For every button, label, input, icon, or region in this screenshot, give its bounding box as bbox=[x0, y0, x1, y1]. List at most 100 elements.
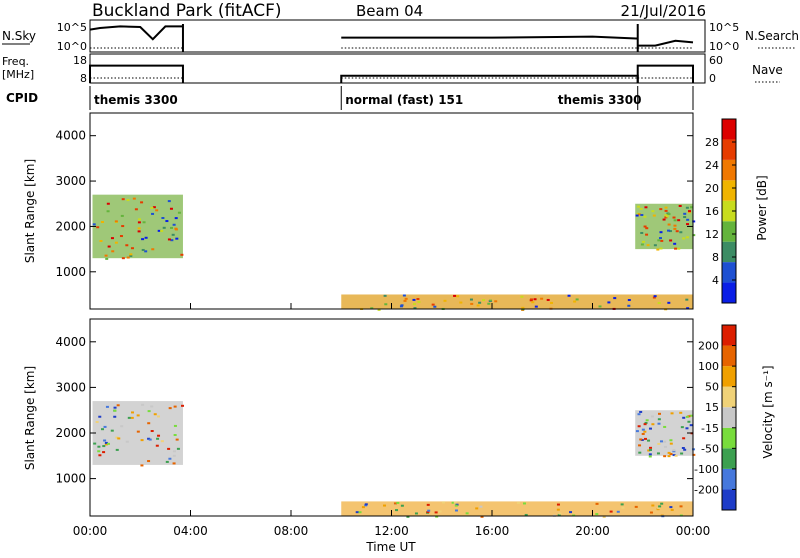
scatter-cell bbox=[674, 247, 678, 250]
scatter-cell bbox=[616, 510, 620, 513]
colorbar-swatch bbox=[722, 489, 736, 510]
scatter-cell bbox=[540, 297, 544, 300]
scatter-cell bbox=[117, 437, 121, 440]
scatter-cell bbox=[168, 457, 172, 460]
scatter-cell bbox=[689, 424, 693, 427]
noise-left-label: N.Sky bbox=[2, 29, 36, 43]
scatter-cell bbox=[494, 300, 498, 303]
scatter-cell bbox=[673, 227, 677, 230]
colorbar-tick-label: 28 bbox=[705, 136, 719, 149]
scatter-cell bbox=[383, 294, 387, 297]
scatter-cell bbox=[103, 425, 107, 428]
y-tick-label: 2000 bbox=[55, 219, 86, 233]
scatter-cell bbox=[98, 415, 102, 418]
scatter-cell bbox=[639, 410, 643, 413]
noise-line bbox=[89, 25, 183, 41]
scatter-cell bbox=[162, 226, 166, 229]
scatter-cell bbox=[595, 513, 599, 516]
noise-frame bbox=[89, 19, 706, 53]
scatter-cell bbox=[687, 211, 691, 214]
x-tick-label: 00:00 bbox=[676, 524, 711, 538]
scatter-cell bbox=[558, 512, 562, 515]
scatter-cell bbox=[115, 448, 119, 451]
scatter-cell bbox=[377, 308, 381, 311]
x-tick-label: 12:00 bbox=[374, 524, 409, 538]
scatter-cell bbox=[104, 254, 108, 257]
scatter-cell bbox=[634, 505, 638, 508]
scatter-cell bbox=[427, 509, 431, 512]
nave-label: Nave bbox=[752, 63, 783, 77]
scatter-cell bbox=[136, 414, 140, 417]
scatter-cell bbox=[96, 226, 100, 229]
scatter-cell bbox=[550, 301, 554, 304]
colorbar-swatch bbox=[722, 366, 736, 387]
scatter-cell bbox=[137, 227, 141, 230]
scatter-cell bbox=[167, 200, 171, 203]
scatter-cell bbox=[648, 453, 652, 456]
scatter-cell bbox=[665, 215, 669, 218]
colorbar-swatch bbox=[722, 427, 736, 449]
scatter-cell bbox=[103, 439, 107, 442]
scatter-cell bbox=[657, 422, 661, 425]
scatter-cell bbox=[643, 215, 647, 218]
scatter-cell bbox=[121, 225, 125, 228]
scatter-cell bbox=[174, 217, 178, 220]
velocity-panel: 1000 2000 3000 4000 Slant Range [km] 200 100… bbox=[23, 303, 775, 554]
scatter-cell bbox=[147, 437, 151, 440]
scatter-cell bbox=[685, 298, 689, 301]
scatter-cell bbox=[129, 254, 133, 257]
scatter-cell bbox=[660, 502, 664, 505]
scatter-cell bbox=[442, 501, 446, 504]
colorbar-tick-label: 200 bbox=[698, 340, 719, 353]
x-tick-label: 00:00 bbox=[73, 524, 108, 538]
colorbar-tick-label: 4 bbox=[712, 274, 719, 287]
scatter-cell bbox=[646, 244, 650, 247]
scatter-cell bbox=[595, 502, 599, 505]
noise-left-tick-top: 10^5 bbox=[57, 21, 87, 34]
scatter-cell bbox=[119, 235, 123, 238]
scatter-cell bbox=[672, 216, 676, 219]
scatter-cell bbox=[106, 210, 110, 213]
scatter-cell bbox=[413, 307, 417, 310]
scatter-cell bbox=[126, 256, 130, 259]
scatter-cell bbox=[643, 423, 647, 426]
scatter-cell bbox=[148, 438, 152, 441]
scatter-cell bbox=[480, 515, 484, 518]
colorbar-tick-label: -200 bbox=[694, 483, 719, 496]
scatter-cell bbox=[679, 505, 683, 508]
scatter-cell bbox=[167, 447, 171, 450]
colorbar-tick-label: 20 bbox=[705, 182, 719, 195]
scatter-cell bbox=[638, 451, 642, 454]
scatter-cell bbox=[680, 452, 684, 455]
scatter-cell bbox=[678, 204, 682, 207]
scatter-cell bbox=[364, 503, 368, 506]
scatter-cell bbox=[650, 415, 654, 418]
frequency-unit: [MHz] bbox=[2, 68, 34, 81]
scatter-cell bbox=[156, 437, 160, 440]
scatter-cell bbox=[667, 213, 671, 216]
power-ylabel: Slant Range [km] bbox=[23, 159, 37, 263]
scatter-cell bbox=[137, 218, 141, 221]
scatter-cell bbox=[569, 511, 573, 514]
scatter-cell bbox=[660, 239, 664, 242]
scatter-cell bbox=[98, 454, 102, 457]
scatter-cell bbox=[157, 229, 161, 232]
scatter-cell bbox=[673, 242, 677, 245]
scatter-cell bbox=[689, 414, 693, 417]
scatter-cell bbox=[521, 306, 525, 309]
scatter-cell bbox=[105, 257, 109, 260]
scatter-cell bbox=[647, 449, 651, 452]
cpid-mode-label: normal (fast) 151 bbox=[345, 93, 463, 107]
scatter-cell bbox=[175, 237, 179, 240]
scatter-cell bbox=[105, 405, 109, 408]
colorbar-tick-label: 15 bbox=[705, 401, 719, 414]
scatter-cell bbox=[177, 211, 181, 214]
scatter-cell bbox=[151, 212, 155, 215]
scatter-cell bbox=[113, 406, 117, 409]
scatter-cell bbox=[113, 415, 117, 418]
scatter-cell bbox=[637, 425, 641, 428]
scatter-cell bbox=[680, 426, 684, 429]
scatter-cell bbox=[682, 237, 686, 240]
scatter-cell bbox=[454, 509, 458, 512]
scatter-cell bbox=[165, 220, 169, 223]
